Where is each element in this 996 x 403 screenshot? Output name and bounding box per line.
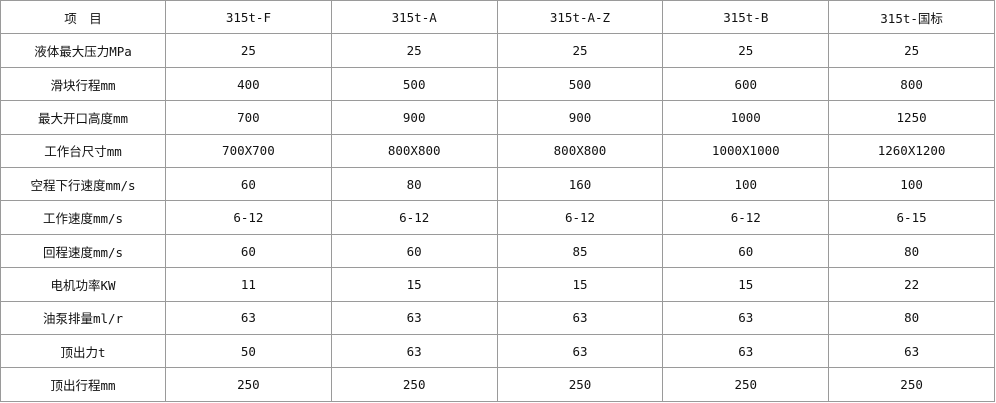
cell: 160 xyxy=(496,167,664,202)
cell: 60 xyxy=(165,233,332,269)
row-label: 滑块行程mm xyxy=(0,66,166,102)
cell: 6-15 xyxy=(828,200,995,235)
cell: 500 xyxy=(496,66,664,102)
cell: 1250 xyxy=(828,100,995,135)
cell: 63 xyxy=(496,300,664,336)
cell: 80 xyxy=(330,167,498,202)
cell: 900 xyxy=(496,100,664,135)
cell: 600 xyxy=(662,66,830,102)
cell: 100 xyxy=(662,167,830,202)
cell: 400 xyxy=(165,66,332,102)
row-label: 工作速度mm/s xyxy=(0,200,166,235)
cell: 250 xyxy=(662,367,830,402)
cell: 63 xyxy=(662,334,830,369)
cell: 6-12 xyxy=(496,200,664,235)
table-row: 空程下行速度mm/s 60 80 160 100 100 xyxy=(0,167,995,202)
cell: 100 xyxy=(828,167,995,202)
cell: 700 xyxy=(165,100,332,135)
cell: 800 xyxy=(828,66,995,102)
cell: 6-12 xyxy=(165,200,332,235)
table-row: 油泵排量ml/r 63 63 63 63 80 xyxy=(0,300,995,336)
row-label: 顶出行程mm xyxy=(0,367,166,402)
cell: 63 xyxy=(662,300,830,336)
cell: 250 xyxy=(165,367,332,402)
cell: 800X800 xyxy=(496,133,664,169)
cell: 80 xyxy=(828,300,995,336)
cell: 60 xyxy=(165,167,332,202)
cell: 25 xyxy=(828,33,995,68)
cell: 250 xyxy=(330,367,498,402)
cell: 1000X1000 xyxy=(662,133,830,169)
cell: 315t-国标 xyxy=(828,0,995,35)
cell: 900 xyxy=(330,100,498,135)
cell: 63 xyxy=(330,300,498,336)
cell: 6-12 xyxy=(662,200,830,235)
cell: 315t-B xyxy=(662,0,830,35)
table-row: 工作速度mm/s 6-12 6-12 6-12 6-12 6-15 xyxy=(0,200,995,235)
cell: 80 xyxy=(828,233,995,269)
row-label: 液体最大压力MPa xyxy=(0,33,166,68)
cell: 315t-F xyxy=(165,0,332,35)
table-row: 液体最大压力MPa 25 25 25 25 25 xyxy=(0,33,995,68)
table-row: 回程速度mm/s 60 60 85 60 80 xyxy=(0,233,995,269)
cell: 50 xyxy=(165,334,332,369)
row-label: 项 目 xyxy=(0,0,166,35)
cell: 25 xyxy=(496,33,664,68)
cell: 22 xyxy=(828,267,995,302)
row-label: 油泵排量ml/r xyxy=(0,300,166,336)
cell: 15 xyxy=(662,267,830,302)
cell: 15 xyxy=(330,267,498,302)
row-label: 电机功率KW xyxy=(0,267,166,302)
cell: 250 xyxy=(496,367,664,402)
row-label: 空程下行速度mm/s xyxy=(0,167,166,202)
cell: 700X700 xyxy=(165,133,332,169)
cell: 85 xyxy=(496,233,664,269)
cell: 500 xyxy=(330,66,498,102)
table-row: 顶出力t 50 63 63 63 63 xyxy=(0,334,995,369)
cell: 315t-A xyxy=(330,0,498,35)
cell: 63 xyxy=(330,334,498,369)
row-label: 回程速度mm/s xyxy=(0,233,166,269)
table-row: 电机功率KW 11 15 15 15 22 xyxy=(0,267,995,302)
cell: 315t-A-Z xyxy=(496,0,664,35)
cell: 1260X1200 xyxy=(828,133,995,169)
cell: 1000 xyxy=(662,100,830,135)
cell: 63 xyxy=(165,300,332,336)
cell: 800X800 xyxy=(330,133,498,169)
cell: 6-12 xyxy=(330,200,498,235)
cell: 15 xyxy=(496,267,664,302)
cell: 11 xyxy=(165,267,332,302)
cell: 250 xyxy=(828,367,995,402)
cell: 63 xyxy=(496,334,664,369)
table-row: 工作台尺寸mm 700X700 800X800 800X800 1000X1000 126… xyxy=(0,133,995,169)
cell: 25 xyxy=(165,33,332,68)
cell: 63 xyxy=(828,334,995,369)
row-label: 最大开口高度mm xyxy=(0,100,166,135)
cell: 60 xyxy=(662,233,830,269)
header-row: 项 目 315t-F 315t-A 315t-A-Z 315t-B 315t-国标 xyxy=(0,0,995,35)
table-row: 顶出行程mm 250 250 250 250 250 xyxy=(0,367,995,402)
row-label: 工作台尺寸mm xyxy=(0,133,166,169)
cell: 60 xyxy=(330,233,498,269)
cell: 25 xyxy=(662,33,830,68)
table-row: 滑块行程mm 400 500 500 600 800 xyxy=(0,66,995,102)
cell: 25 xyxy=(330,33,498,68)
row-label: 顶出力t xyxy=(0,334,166,369)
table-row: 最大开口高度mm 700 900 900 1000 1250 xyxy=(0,100,995,135)
